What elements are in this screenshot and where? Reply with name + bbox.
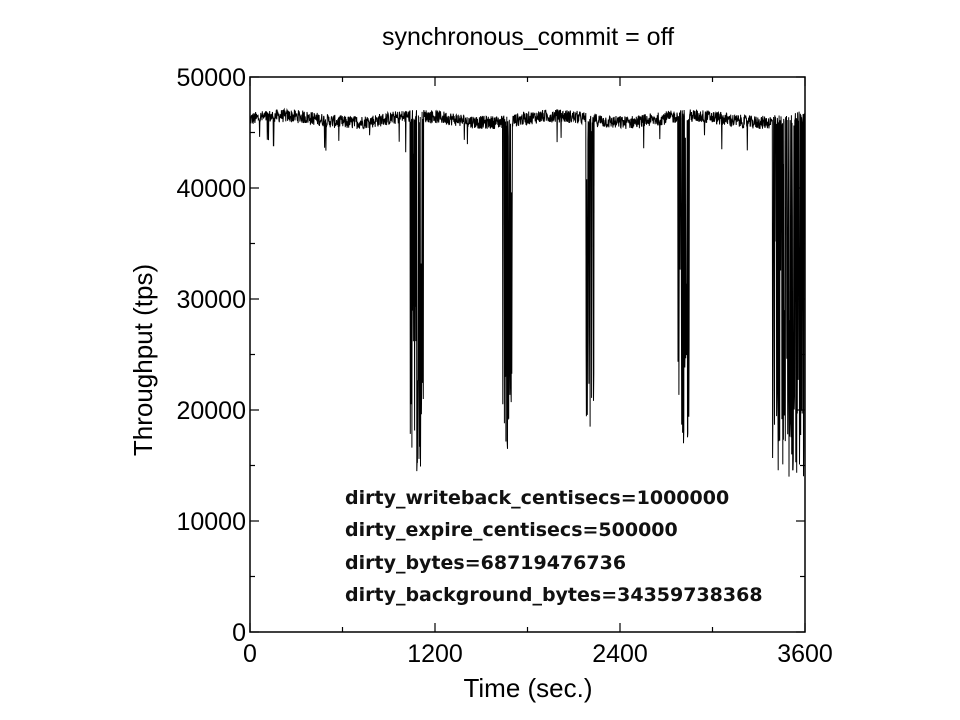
x-tick-label: 2400 (592, 640, 648, 668)
annotation-expire-centisecs: dirty_expire_centisecs=500000 (345, 519, 678, 541)
annotation-writeback-centisecs: dirty_writeback_centisecs=1000000 (345, 487, 729, 509)
plot-frame (249, 76, 806, 633)
y-axis-label: Throughput (tps) (128, 264, 158, 456)
y-tick-label: 0 (232, 619, 246, 647)
annotation-dirty-background-bytes: dirty_background_bytes=34359738368 (345, 584, 763, 606)
x-axis-label: Time (sec.) (463, 673, 592, 703)
y-tick-label: 10000 (176, 508, 246, 536)
parameter-annotations: dirty_writeback_centisecs=1000000 dirty_… (345, 487, 763, 606)
x-tick-label: 3600 (777, 640, 833, 668)
y-axis-ticks: 0 10000 20000 30000 40000 50000 (176, 64, 805, 647)
y-tick-label: 20000 (176, 397, 246, 425)
y-tick-label: 50000 (176, 64, 246, 92)
plot-area (249, 76, 806, 633)
x-tick-label: 0 (243, 640, 257, 668)
throughput-series-line (249, 107, 806, 477)
y-tick-label: 40000 (176, 175, 246, 203)
chart-title: synchronous_commit = off (382, 23, 674, 51)
x-tick-label: 1200 (407, 640, 463, 668)
y-tick-label: 30000 (176, 286, 246, 314)
x-axis-ticks: 0 1200 2400 3600 (243, 77, 833, 668)
annotation-dirty-bytes: dirty_bytes=68719476736 (345, 552, 626, 574)
